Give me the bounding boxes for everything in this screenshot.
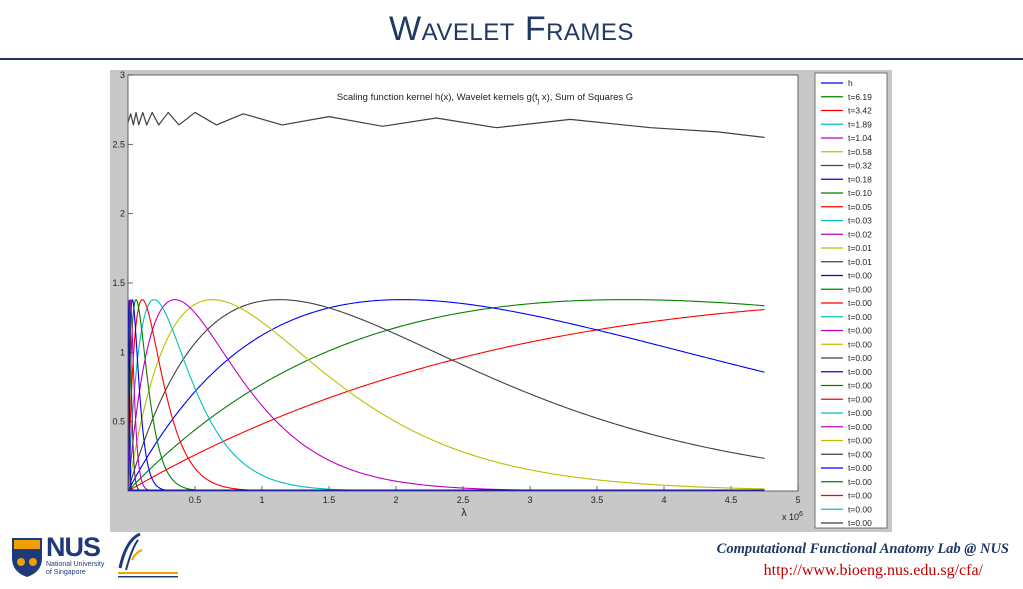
series-line-t=1.04 xyxy=(128,299,765,491)
legend-entry: t=0.00 xyxy=(848,477,872,487)
x-tick-label: 1 xyxy=(259,495,264,505)
legend-box xyxy=(814,72,888,529)
legend-entry: t=0.00 xyxy=(848,518,872,528)
nus-logo: NUS National University of Singapore xyxy=(10,532,110,582)
legend-entry: t=0.00 xyxy=(848,339,872,349)
series-line-t=0.10 xyxy=(128,299,765,491)
slide-title: Wavelet Frames xyxy=(389,10,634,48)
legend-entry: t=0.00 xyxy=(848,381,872,391)
plot-area-background xyxy=(128,75,798,491)
x-tick-label: 1.5 xyxy=(323,495,336,505)
x-tick-label: 2.5 xyxy=(457,495,470,505)
legend-entry: t=0.05 xyxy=(848,202,872,212)
legend-entry: t=1.89 xyxy=(848,119,872,129)
x-tick-label: 0.5 xyxy=(189,495,202,505)
legend-entry: t=0.00 xyxy=(848,436,872,446)
ngs-logo xyxy=(112,530,182,582)
legend-entry: t=0.00 xyxy=(848,298,872,308)
legend-entry: t=0.00 xyxy=(848,271,872,281)
series-line-t=0.05 xyxy=(128,298,765,491)
series-line-G xyxy=(128,111,765,138)
x-axis-label: λ xyxy=(461,507,467,519)
legend-entry: t=0.00 xyxy=(848,449,872,459)
y-tick-label: 3 xyxy=(120,70,125,80)
y-tick-label: 1 xyxy=(120,347,125,357)
nus-logo-subtitle-2: of Singapore xyxy=(46,569,86,576)
nus-logo-subtitle-1: National University xyxy=(46,561,105,568)
legend-entry: t=0.00 xyxy=(848,284,872,294)
chart-title: Scaling function kernel h(x), Wavelet ke… xyxy=(337,92,633,105)
series-line-t=0.58 xyxy=(128,299,765,491)
legend-entry: t=0.01 xyxy=(848,257,872,267)
legend-entry: t=0.00 xyxy=(848,367,872,377)
series-line-t=3.42 xyxy=(128,308,765,491)
legend-entry: t=1.04 xyxy=(848,133,872,143)
nus-logo-text: NUS xyxy=(46,532,101,562)
legend-entry: t=0.00 xyxy=(848,312,872,322)
y-tick-label: 2 xyxy=(120,209,125,219)
series-line-t=6.19 xyxy=(128,299,765,491)
legend-entry: t=3.42 xyxy=(848,106,872,116)
legend-entry: t=0.01 xyxy=(848,243,872,253)
legend-entry: t=0.02 xyxy=(848,229,872,239)
x-tick-label: 3 xyxy=(527,495,532,505)
legend-entry: t=0.58 xyxy=(848,147,872,157)
y-tick-label: 1.5 xyxy=(112,278,125,288)
lab-name: Computational Functional Anatomy Lab @ N… xyxy=(716,541,1009,557)
legend-entry: t=6.19 xyxy=(848,92,872,102)
x-tick-label: 4.5 xyxy=(725,495,738,505)
x-tick-label: 5 xyxy=(795,495,800,505)
lab-url-link[interactable]: http://www.bioeng.nus.edu.sg/cfa/ xyxy=(763,562,983,579)
legend-entry: t=0.00 xyxy=(848,353,872,363)
title-divider xyxy=(0,58,1023,60)
nus-crest-icon xyxy=(12,538,42,577)
legend-entry: t=0.00 xyxy=(848,504,872,514)
y-tick-label: 0.5 xyxy=(112,417,125,427)
figure-window: 0.5 1 1.5 2 2.5 3 3.5 4 4.5 5 0.5 1 1.5 2 2.5 3 Scaling… xyxy=(110,70,892,532)
series-line-t=1.89 xyxy=(128,299,765,491)
plot-area-frame xyxy=(127,74,799,492)
wavelet-chart: 0.5 1 1.5 2 2.5 3 3.5 4 4.5 5 0.5 1 1.5 2 2.5 3 Scaling… xyxy=(112,70,888,532)
x-axis-multiplier: x 106 xyxy=(782,511,803,522)
legend-entry: t=0.00 xyxy=(848,394,872,404)
legend-entry: t=0.18 xyxy=(848,174,872,184)
series-line-h xyxy=(128,299,139,491)
x-tick-label: 2 xyxy=(393,495,398,505)
legend-entry: t=0.10 xyxy=(848,188,872,198)
legend-entry: t=0.03 xyxy=(848,216,872,226)
x-tick-label: 3.5 xyxy=(591,495,604,505)
ngs-emblem-icon xyxy=(118,532,178,578)
legend-entry: t=0.00 xyxy=(848,463,872,473)
y-tick-label: 2.5 xyxy=(112,139,125,149)
legend-entry: h xyxy=(848,78,853,88)
legend-entry: t=0.00 xyxy=(848,422,872,432)
legend-entry: t=0.00 xyxy=(848,326,872,336)
x-tick-label: 4 xyxy=(661,495,666,505)
legend-entry: t=0.32 xyxy=(848,161,872,171)
legend-entry: t=0.00 xyxy=(848,408,872,418)
legend-entry: t=0.00 xyxy=(848,491,872,501)
